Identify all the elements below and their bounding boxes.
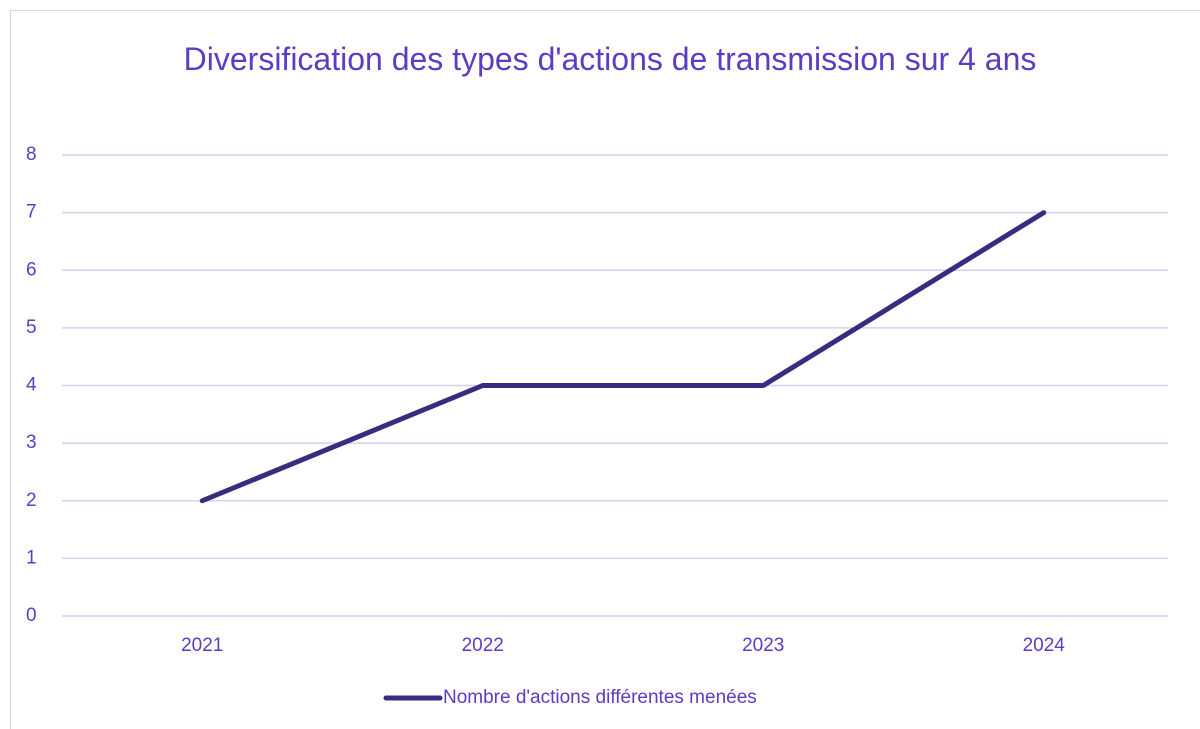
y-tick-label: 2 <box>26 490 37 511</box>
series-line <box>199 210 1047 504</box>
y-tick-label: 5 <box>26 317 37 338</box>
y-tick-label: 4 <box>26 375 37 396</box>
chart-frame <box>10 10 1200 729</box>
chart-title: Diversification des types d'actions de t… <box>183 41 1037 77</box>
y-tick-label: 3 <box>26 432 37 453</box>
y-tick-label: 6 <box>26 259 37 280</box>
y-tick-label: 8 <box>26 144 37 165</box>
legend-label: Nombre d'actions différentes menées <box>443 687 757 708</box>
y-tick-label: 1 <box>26 547 37 568</box>
y-tick-label: 7 <box>26 202 37 223</box>
x-tick-label: 2022 <box>462 635 504 656</box>
x-tick-label: 2021 <box>181 635 223 656</box>
y-tick-label: 0 <box>26 605 37 626</box>
x-tick-label: 2024 <box>1023 635 1066 656</box>
x-tick-label: 2023 <box>742 635 784 656</box>
